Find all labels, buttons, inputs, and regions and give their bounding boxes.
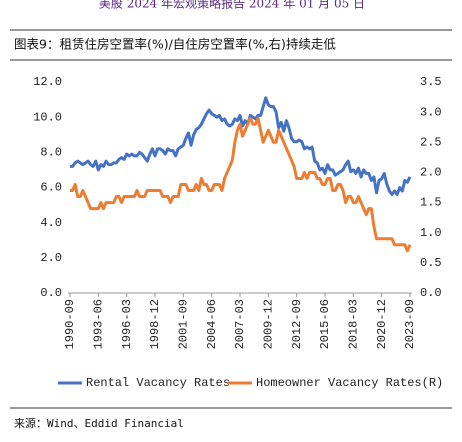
legend-label: Rental Vacancy Rates: [86, 376, 230, 390]
x-tick-label: 1990-09: [63, 299, 77, 349]
y-tick-label: 2.0: [40, 251, 62, 265]
y-tick-label: 0.0: [40, 286, 62, 300]
x-tick-label: 2007-03: [233, 299, 247, 349]
series-line: [70, 96, 412, 197]
series-line: [70, 116, 412, 253]
y-tick-label: 6.0: [40, 181, 62, 195]
x-tick-label: 1996-03: [120, 299, 134, 349]
y2-tick-label: 3.0: [420, 105, 442, 119]
y2-tick-label: 0.0: [420, 286, 442, 300]
x-tick-label: 2023-09: [403, 299, 417, 349]
y-tick-label: 8.0: [40, 146, 62, 160]
y-tick-label: 10.0: [33, 110, 62, 124]
x-tick-label: 2012-09: [290, 299, 304, 349]
x-tick-label: 2018-03: [347, 299, 361, 349]
y2-tick-label: 2.5: [420, 135, 442, 149]
legend-label: Homeowner Vacancy Rates(R): [256, 376, 443, 390]
y-tick-label: 12.0: [33, 75, 62, 89]
y2-tick-label: 0.5: [420, 256, 442, 270]
chart-title: 图表9：租赁住房空置率(%)/自住房空置率(%,右)持续走低: [14, 37, 336, 52]
y2-tick-label: 2.0: [420, 166, 442, 180]
x-tick-label: 2009-12: [262, 299, 276, 349]
x-tick-label: 2004-06: [205, 299, 219, 349]
x-tick-label: 2001-09: [177, 299, 191, 349]
x-tick-label: 2020-12: [375, 299, 389, 349]
x-tick-label: 1993-06: [92, 299, 106, 349]
page-header: 美股 2024 年宏观策略报告 2024 年 01 月 05 日: [99, 0, 365, 11]
source-note: 来源：Wind、Eddid Financial: [14, 416, 184, 430]
y2-tick-label: 1.0: [420, 226, 442, 240]
y2-tick-label: 3.5: [420, 75, 442, 89]
y2-tick-label: 1.5: [420, 196, 442, 210]
y-tick-label: 4.0: [40, 216, 62, 230]
x-tick-label: 2015-06: [318, 299, 332, 349]
x-tick-label: 1998-12: [148, 299, 162, 349]
